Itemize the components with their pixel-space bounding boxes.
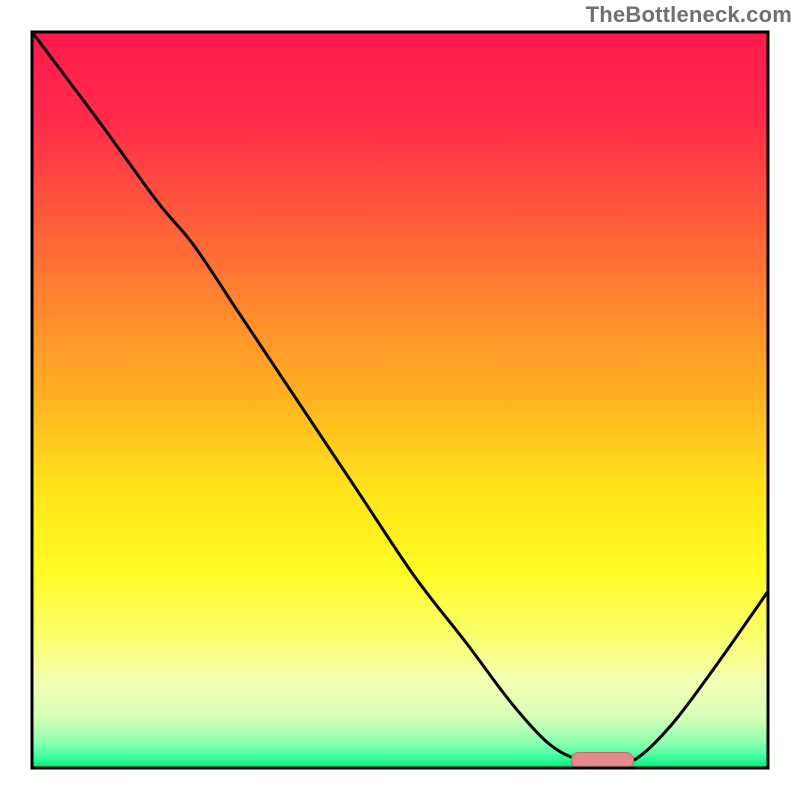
chart-container: TheBottleneck.com: [0, 0, 800, 800]
watermark-text: TheBottleneck.com: [586, 2, 792, 28]
optimal-range-marker: [571, 753, 634, 769]
gradient-background: [32, 32, 768, 768]
plot-area: [32, 32, 768, 769]
bottleneck-chart: [0, 0, 800, 800]
